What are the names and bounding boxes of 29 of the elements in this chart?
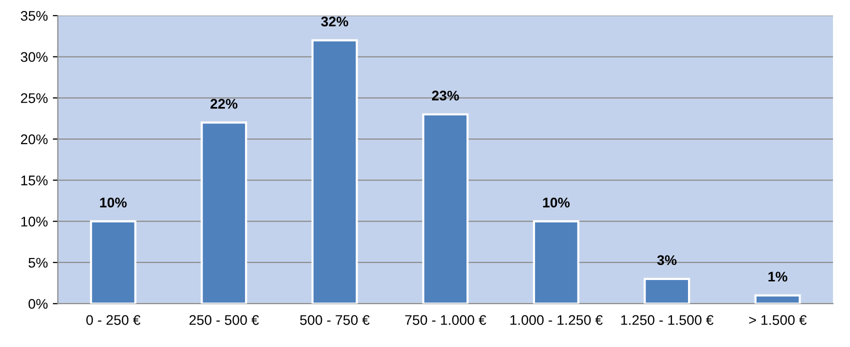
x-tick-label: > 1.500 €	[749, 315, 807, 325]
bar	[200, 122, 248, 304]
y-tick-label: 25%	[20, 93, 48, 104]
data-label: 10%	[100, 198, 127, 208]
y-tick-label: 10%	[21, 216, 48, 227]
bar	[422, 113, 469, 304]
data-label: 22%	[210, 98, 238, 109]
y-tick-label: 20%	[20, 134, 48, 144]
y-tick-label: 5%	[28, 258, 48, 268]
x-tick-label: 0 - 250 €	[86, 315, 140, 325]
x-tick-label: 250 - 500 €	[189, 315, 259, 325]
bar	[754, 294, 801, 304]
y-tick-label: 35%	[20, 10, 48, 21]
x-tick-label: 500 - 750 €	[300, 315, 370, 325]
data-label: 10%	[543, 198, 570, 208]
x-tick-label: 1.250 - 1.500 €	[621, 315, 714, 325]
data-label: 1%	[768, 272, 788, 282]
data-label: 3%	[657, 255, 677, 266]
bar	[644, 278, 690, 304]
bar	[532, 220, 580, 304]
y-tick-label: 30%	[20, 52, 48, 62]
data-label: 23%	[432, 90, 459, 101]
x-tick-label: 1.000 - 1.250 €	[510, 315, 603, 325]
x-tick-label: 750 - 1.000 €	[405, 315, 486, 325]
data-label: 32%	[321, 16, 348, 26]
bar	[90, 220, 136, 304]
y-tick-label: 0%	[28, 298, 48, 309]
bar	[311, 39, 358, 304]
y-tick-label: 15%	[21, 176, 48, 186]
